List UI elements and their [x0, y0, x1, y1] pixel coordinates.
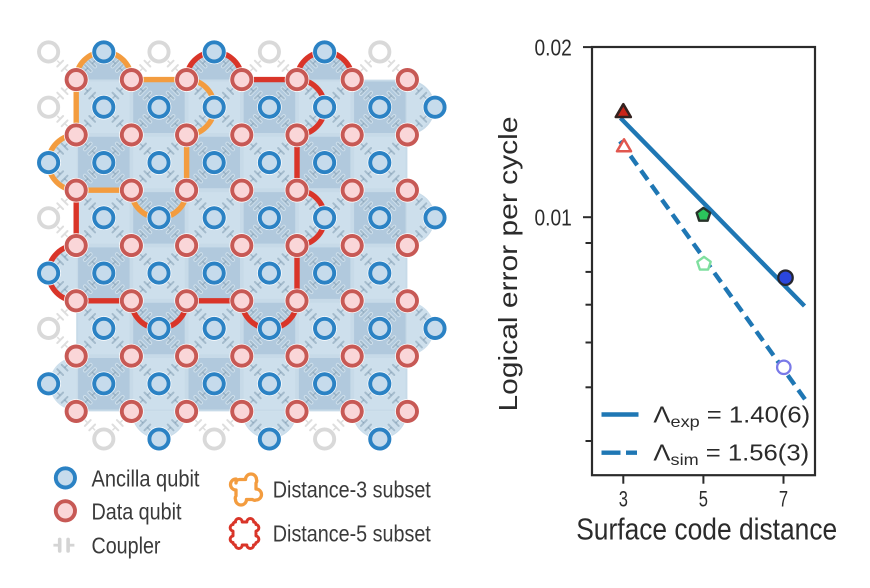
svg-text:Λexp = 1.40(6): Λexp = 1.40(6) [653, 403, 810, 431]
svg-text:3: 3 [619, 486, 628, 511]
svg-text:Ancilla qubit: Ancilla qubit [92, 465, 201, 491]
svg-text:Data qubit: Data qubit [92, 498, 183, 524]
svg-text:Distance-5 subset: Distance-5 subset [273, 521, 432, 547]
svg-text:5: 5 [699, 486, 708, 511]
svg-text:0.01: 0.01 [535, 204, 572, 230]
svg-text:Surface code distance: Surface code distance [576, 512, 837, 547]
svg-text:Coupler: Coupler [92, 533, 161, 559]
svg-text:Logical error per cycle: Logical error per cycle [495, 117, 523, 412]
svg-text:Distance-3 subset: Distance-3 subset [273, 477, 432, 503]
svg-text:0.02: 0.02 [535, 34, 572, 60]
svg-text:7: 7 [779, 486, 788, 511]
